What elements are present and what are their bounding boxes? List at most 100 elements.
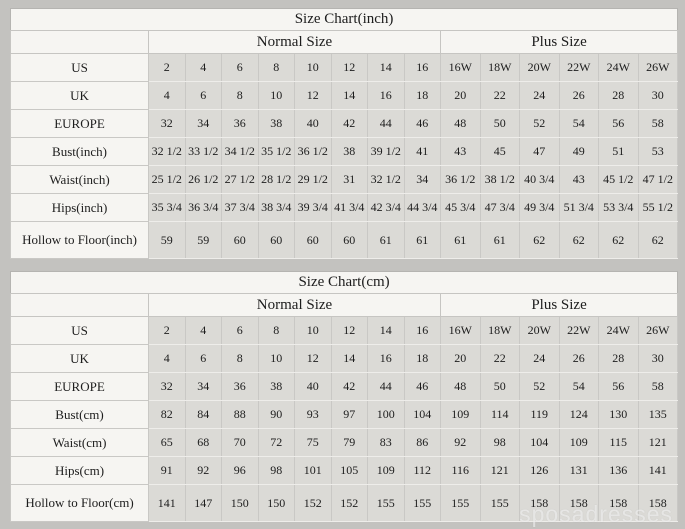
table-title: Size Chart(inch)	[10, 8, 678, 31]
size-cell: 26 1/2	[184, 165, 222, 194]
corner-cell	[10, 293, 149, 317]
size-cell: 62	[637, 221, 679, 259]
column-group-normal-size: Normal Size	[148, 293, 441, 317]
size-cell: 46	[403, 109, 441, 138]
size-cell: 38 3/4	[257, 193, 295, 222]
size-cell: 68	[184, 428, 222, 457]
size-cell: 54	[558, 109, 599, 138]
row-label: Bust(inch)	[10, 137, 149, 166]
size-cell: 18	[403, 81, 441, 110]
size-cell: 18	[403, 344, 441, 373]
row-label: US	[10, 316, 149, 345]
size-cell: 48	[440, 109, 481, 138]
size-cell: 47 3/4	[479, 193, 520, 222]
size-cell: 97	[330, 400, 368, 429]
size-cell: 147	[184, 484, 222, 522]
size-cell: 119	[519, 400, 560, 429]
table-row: EUROPE 32 34 36 38 40 42 44 46 48 50 52 54 56 58	[10, 109, 679, 138]
size-cell: 28 1/2	[257, 165, 295, 194]
size-cell: 18W	[479, 316, 520, 345]
size-cell: 75	[294, 428, 332, 457]
size-cell: 20	[440, 81, 481, 110]
size-cell: 44	[367, 109, 405, 138]
size-cell: 16	[367, 344, 405, 373]
size-cell: 92	[440, 428, 481, 457]
size-cell: 135	[637, 400, 679, 429]
table-row: UK 4 6 8 10 12 14 16 18 20 22 24 26 28 30	[10, 81, 679, 110]
size-cell: 26	[558, 81, 599, 110]
size-cell: 130	[598, 400, 639, 429]
table-row: Hollow to Floor(cm) 141 147 150 150 152 152 155…	[10, 484, 679, 522]
size-cell: 10	[257, 81, 295, 110]
size-cell: 40	[294, 109, 332, 138]
size-cell: 158	[519, 484, 560, 522]
size-cell: 12	[330, 53, 368, 82]
size-cell: 38	[257, 372, 295, 401]
row-label: Hips(inch)	[10, 193, 149, 222]
size-cell: 40 3/4	[519, 165, 560, 194]
column-group-normal-size: Normal Size	[148, 30, 441, 54]
size-cell: 43	[558, 165, 599, 194]
size-cell: 141	[637, 456, 679, 485]
size-cell: 47 1/2	[637, 165, 679, 194]
table-row: Hollow to Floor(inch) 59 59 60 60 60 60 61 61 61 6…	[10, 221, 679, 259]
size-cell: 16	[367, 81, 405, 110]
size-cell: 115	[598, 428, 639, 457]
size-cell: 39 1/2	[367, 137, 405, 166]
size-cell: 14	[330, 344, 368, 373]
size-cell: 6	[221, 316, 259, 345]
size-cell: 4	[148, 344, 186, 373]
size-cell: 114	[479, 400, 520, 429]
size-cell: 36 1/2	[294, 137, 332, 166]
size-cell: 124	[558, 400, 599, 429]
size-cell: 36 1/2	[440, 165, 481, 194]
size-cell: 27 1/2	[221, 165, 259, 194]
size-cell: 62	[558, 221, 599, 259]
size-cell: 91	[148, 456, 186, 485]
size-cell: 83	[367, 428, 405, 457]
size-cell: 38	[330, 137, 368, 166]
size-cell: 116	[440, 456, 481, 485]
size-cell: 92	[184, 456, 222, 485]
size-cell: 32	[148, 109, 186, 138]
size-cell: 101	[294, 456, 332, 485]
size-cell: 53	[637, 137, 679, 166]
size-cell: 39 3/4	[294, 193, 332, 222]
table-row: Hips(inch) 35 3/4 36 3/4 37 3/4 38 3/4 39 3/4…	[10, 193, 679, 222]
size-cell: 158	[637, 484, 679, 522]
row-label: EUROPE	[10, 109, 149, 138]
size-cell: 38 1/2	[479, 165, 520, 194]
size-cell: 60	[257, 221, 295, 259]
size-cell: 105	[330, 456, 368, 485]
size-cell: 93	[294, 400, 332, 429]
size-cell: 14	[330, 81, 368, 110]
size-cell: 109	[367, 456, 405, 485]
size-cell: 152	[330, 484, 368, 522]
size-cell: 16	[403, 316, 441, 345]
size-cell: 32 1/2	[367, 165, 405, 194]
size-cell: 10	[294, 316, 332, 345]
row-label: UK	[10, 81, 149, 110]
size-cell: 8	[257, 53, 295, 82]
size-cell: 29 1/2	[294, 165, 332, 194]
size-cell: 41	[403, 137, 441, 166]
size-cell: 6	[184, 81, 222, 110]
size-cell: 42 3/4	[367, 193, 405, 222]
row-label: Hollow to Floor(cm)	[10, 484, 149, 522]
size-cell: 6	[184, 344, 222, 373]
size-cell: 44 3/4	[403, 193, 441, 222]
size-cell: 34	[184, 372, 222, 401]
table-row: US 2 4 6 8 10 12 14 16 16W 18W 20W 22W 24W 26W	[10, 316, 679, 345]
size-cell: 141	[148, 484, 186, 522]
size-cell: 60	[221, 221, 259, 259]
size-cell: 51 3/4	[558, 193, 599, 222]
size-cell: 14	[367, 316, 405, 345]
size-cell: 45	[479, 137, 520, 166]
size-cell: 42	[330, 372, 368, 401]
table-row: Waist(inch) 25 1/2 26 1/2 27 1/2 28 1/2 29 1/…	[10, 165, 679, 194]
size-cell: 20W	[519, 53, 560, 82]
size-cell: 6	[221, 53, 259, 82]
size-cell: 50	[479, 109, 520, 138]
size-cell: 82	[148, 400, 186, 429]
